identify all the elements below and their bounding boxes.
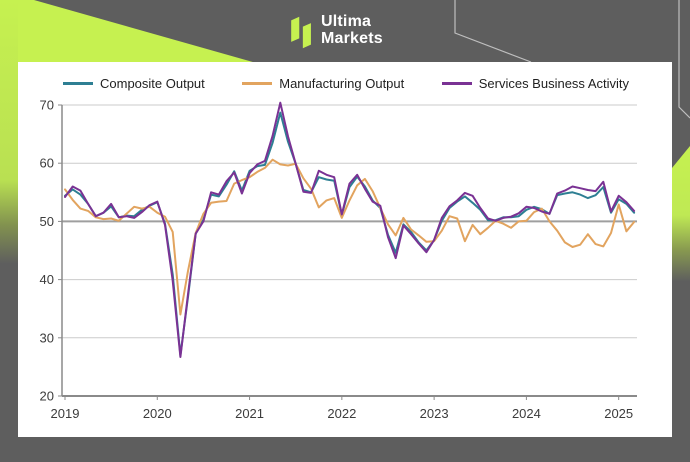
- x-tick-label: 2023: [420, 406, 449, 421]
- logo-text: Ultima Markets: [321, 13, 383, 47]
- legend-label-composite-output: Composite Output: [100, 76, 205, 91]
- y-tick-label: 50: [40, 214, 54, 229]
- x-tick-label: 2019: [51, 406, 80, 421]
- chart-card: 20 30 40 50 60 70 2019 2020 2021 2022 2023 2024 2025…: [18, 62, 672, 437]
- series-line-composite-output: [64, 111, 636, 357]
- legend-label-manufacturing-output: Manufacturing Output: [279, 76, 405, 91]
- x-tick-label: 2022: [327, 406, 356, 421]
- x-tick-label: 2025: [604, 406, 633, 421]
- green-band-top-left: [0, 0, 260, 64]
- series-line-services-business-activity: [64, 101, 636, 358]
- logo-line1: Ultima: [321, 13, 372, 30]
- logo-line2: Markets: [321, 30, 383, 47]
- legend-swatch-manufacturing-output: [242, 82, 273, 85]
- logo: Ultima Markets: [291, 13, 383, 50]
- legend-swatch-composite-output: [63, 82, 93, 85]
- y-tick-label: 30: [40, 330, 54, 345]
- legend-label-services-business-activity: Services Business Activity: [478, 76, 629, 91]
- line-chart: 20 30 40 50 60 70 2019 2020 2021 2022 2023 2024 2025: [40, 98, 637, 421]
- y-tick-label: 40: [40, 272, 54, 287]
- legend-item-manufacturing-output: Manufacturing Output: [242, 76, 404, 91]
- legend-item-composite-output: Composite Output: [63, 76, 205, 91]
- legend-swatch-services-business-activity: [441, 82, 472, 85]
- hexagon-outline-left: [454, 0, 532, 63]
- y-tick-label: 20: [40, 389, 54, 404]
- green-strip-right: [672, 146, 690, 300]
- legend-item-services-business-activity: Services Business Activity: [441, 76, 629, 91]
- y-tick-label: 60: [40, 156, 54, 171]
- y-tick-label: 70: [40, 98, 54, 113]
- green-strip-left: [0, 0, 18, 300]
- x-tick-label: 2020: [143, 406, 172, 421]
- x-tick-label: 2024: [512, 406, 541, 421]
- hexagon-outline-right: [678, 0, 690, 119]
- ultima-markets-logo-icon: [291, 16, 311, 49]
- x-tick-label: 2021: [235, 406, 264, 421]
- chart-legend: Composite Output Manufacturing Output Se…: [63, 76, 629, 91]
